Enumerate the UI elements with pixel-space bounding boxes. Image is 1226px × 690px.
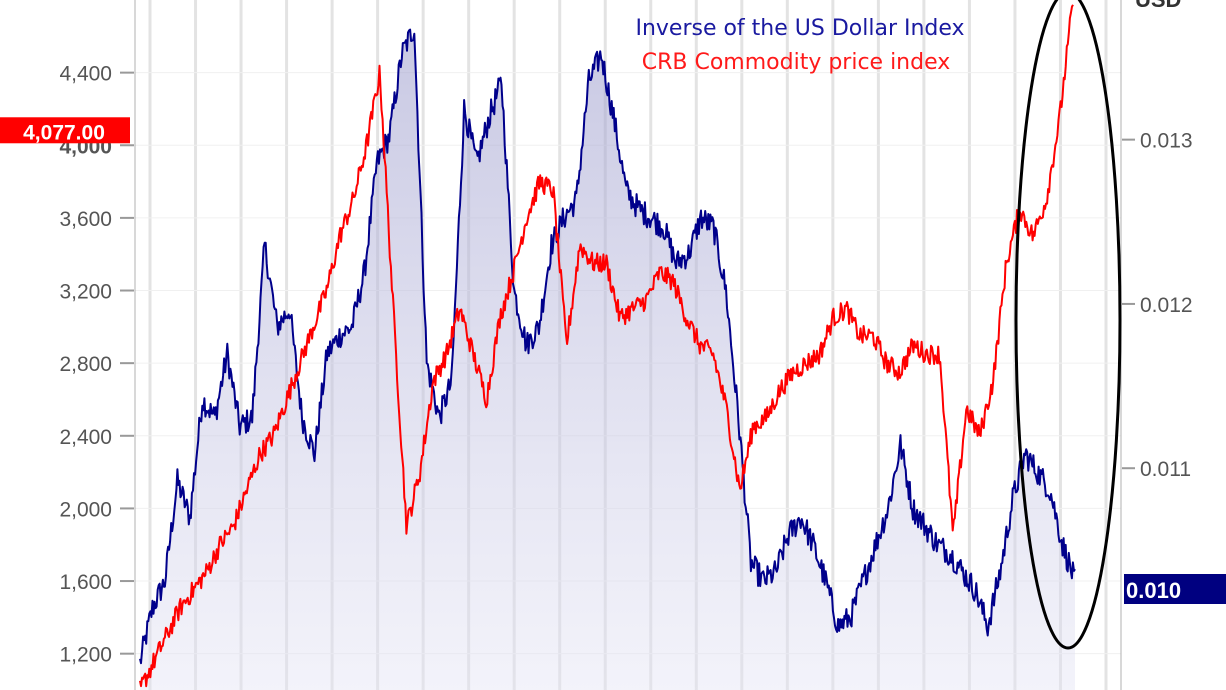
left-tick-label: 3,600	[59, 208, 112, 231]
right-axis-unit: USD	[1135, 0, 1181, 12]
legend-entry-crb: CRB Commodity price index	[642, 50, 951, 75]
left-tick-label: 3,200	[59, 281, 112, 304]
right-current-value-text: 0.010	[1126, 578, 1181, 603]
right-tick-label: 0.012	[1140, 294, 1193, 317]
right-current-value-badge: 0.010	[1124, 574, 1226, 604]
right-tick-label: 0.013	[1140, 130, 1193, 153]
series-line-inverse-usd	[139, 28, 1076, 665]
right-current-value-bg	[1124, 574, 1226, 604]
left-axis-ticks: 1,2001,6002,0002,4002,8003,2003,6004,000…	[59, 63, 134, 667]
left-tick-label: 2,400	[59, 426, 112, 449]
annotation-ellipse	[1014, 0, 1122, 650]
left-tick-label: 2,000	[59, 498, 112, 521]
left-tick-label: 4,400	[59, 63, 112, 86]
left-tick-label: 1,200	[59, 644, 112, 667]
lines-layer	[139, 4, 1076, 688]
left-current-value-text: 4,077.00	[23, 121, 105, 144]
left-tick-label: 1,600	[59, 571, 112, 594]
legend-entry-inverse-usd: Inverse of the US Dollar Index	[635, 16, 964, 41]
series-area-inverse-usd	[140, 29, 1075, 690]
right-axis-ticks: 0.011 0.012 0.013	[1122, 130, 1193, 481]
right-tick-label: 0.011	[1140, 458, 1191, 481]
series-line-crb	[139, 4, 1074, 688]
left-current-value-bg	[0, 117, 130, 144]
area-layer	[140, 29, 1075, 690]
left-tick-label: 2,800	[59, 353, 112, 376]
left-current-value-badge: 4,077.00	[0, 117, 130, 144]
